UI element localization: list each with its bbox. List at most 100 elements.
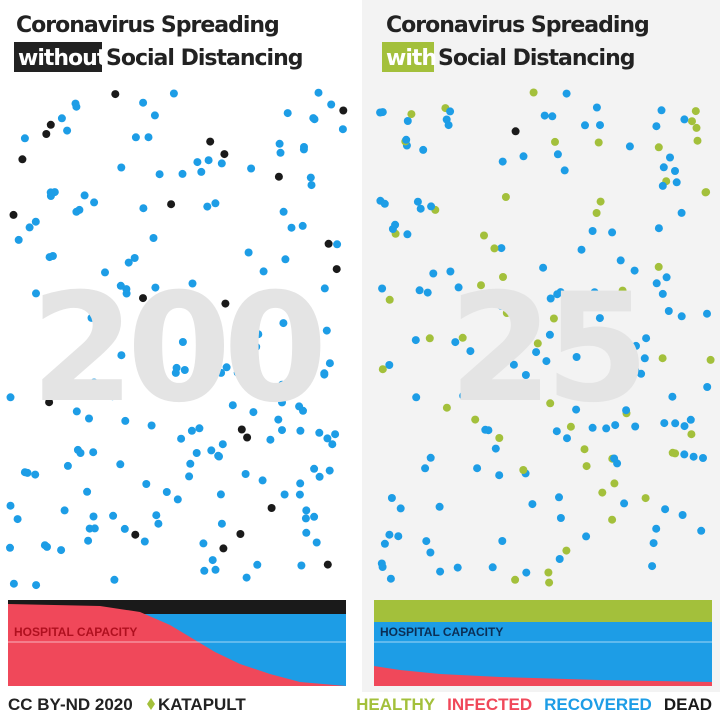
person-dot — [502, 309, 511, 317]
person-dot — [252, 342, 261, 351]
person-dot — [90, 524, 99, 533]
person-dot — [259, 267, 268, 276]
person-dot — [689, 452, 698, 461]
person-dot — [40, 541, 49, 550]
person-dot — [582, 462, 591, 471]
person-dot — [83, 487, 92, 496]
person-dot — [648, 562, 657, 571]
person-dot — [454, 283, 463, 292]
person-dot — [594, 138, 603, 147]
person-dot — [280, 490, 289, 499]
capacity-label: HOSPITAL CAPACITY — [380, 625, 503, 639]
person-dot — [572, 353, 581, 361]
person-dot — [588, 227, 597, 235]
person-dot — [555, 555, 564, 563]
legend-item: INFECTED — [447, 695, 532, 714]
person-dot — [529, 88, 538, 97]
person-dot — [9, 210, 18, 219]
person-dot — [477, 281, 485, 290]
person-dot — [195, 424, 204, 433]
person-dot — [421, 464, 430, 473]
person-dot — [310, 512, 319, 521]
infected-area — [374, 666, 712, 686]
person-dot — [385, 295, 394, 304]
person-dot — [608, 515, 617, 524]
person-dot — [511, 127, 520, 136]
person-dot — [641, 494, 650, 503]
person-dot — [458, 333, 467, 342]
person-dot — [658, 181, 667, 190]
person-dot — [314, 88, 323, 97]
person-dot — [680, 422, 689, 431]
person-dot — [426, 453, 435, 462]
person-dot — [429, 269, 438, 278]
infected-area — [8, 604, 346, 686]
dots — [6, 88, 715, 590]
person-dot — [121, 416, 130, 425]
person-dot — [528, 500, 537, 509]
person-dot — [32, 289, 40, 298]
person-dot — [323, 434, 332, 443]
person-dot — [242, 573, 251, 582]
person-dot — [498, 157, 507, 166]
person-dot — [672, 178, 681, 187]
person-dot — [9, 579, 18, 588]
person-dot — [309, 114, 318, 123]
person-dot — [425, 334, 434, 343]
person-dot — [142, 480, 151, 488]
person-dot — [592, 209, 601, 217]
person-dot — [32, 581, 41, 590]
person-dot — [532, 348, 541, 357]
person-dot — [407, 110, 416, 119]
person-dot — [666, 153, 674, 162]
person-dot — [297, 561, 306, 570]
person-dot — [598, 488, 607, 497]
capacity-label: HOSPITAL CAPACITY — [14, 625, 137, 639]
person-dot — [572, 405, 581, 414]
person-dot — [599, 392, 607, 401]
person-dot — [217, 368, 226, 377]
person-dot — [394, 532, 403, 541]
person-dot — [616, 340, 625, 349]
person-dot — [661, 505, 670, 514]
person-dot — [446, 267, 455, 276]
person-dot — [446, 107, 455, 116]
person-dot — [85, 414, 93, 423]
legend-item: DEAD — [664, 695, 712, 714]
person-dot — [453, 563, 462, 572]
legend-item: RECOVERED — [544, 695, 652, 714]
person-dot — [600, 338, 609, 347]
person-dot — [200, 566, 209, 575]
person-dot — [539, 263, 548, 272]
person-dot — [150, 111, 159, 120]
person-dot — [436, 567, 445, 576]
person-dot — [378, 108, 387, 117]
person-dot — [207, 446, 216, 455]
person-dot — [582, 532, 591, 541]
person-dot — [595, 314, 604, 323]
person-dot — [193, 158, 202, 167]
person-dot — [73, 445, 82, 454]
person-dot — [501, 193, 510, 201]
person-dot — [677, 208, 686, 217]
person-dot — [625, 142, 634, 151]
person-dot — [588, 423, 597, 432]
person-dot — [276, 148, 285, 157]
person-dot — [660, 419, 669, 428]
person-dot — [248, 297, 257, 306]
person-dot — [618, 286, 627, 295]
person-dot — [555, 493, 563, 502]
person-dot — [545, 578, 554, 587]
person-dot — [631, 422, 640, 431]
person-dot — [169, 89, 178, 98]
person-dot — [703, 383, 712, 391]
legend-item: HEALTHY — [356, 695, 436, 714]
person-dot — [632, 341, 640, 350]
person-dot — [120, 524, 129, 533]
person-dot — [703, 309, 711, 318]
person-dot — [378, 284, 387, 293]
person-dot — [266, 435, 275, 444]
person-dot — [278, 426, 286, 435]
person-dot — [180, 366, 189, 374]
